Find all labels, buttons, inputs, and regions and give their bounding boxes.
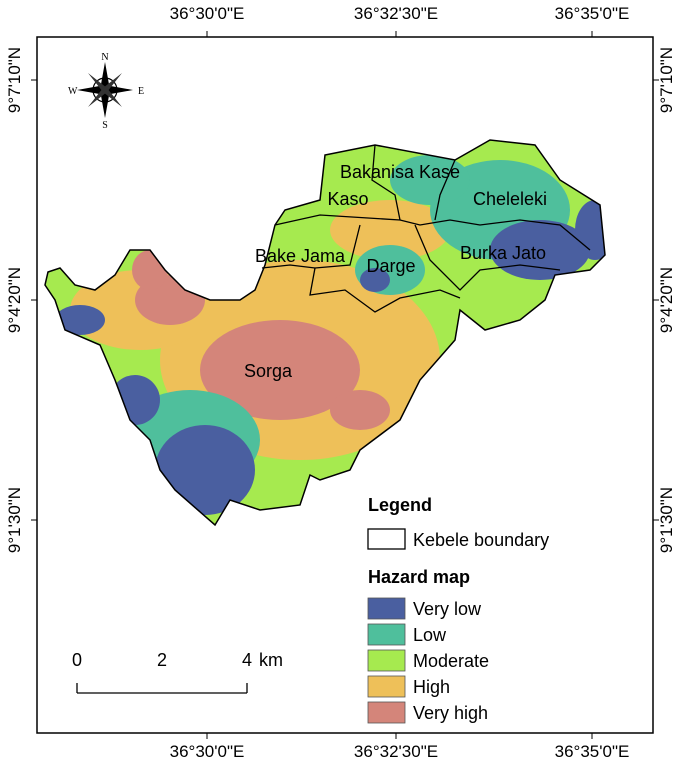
coord-bottom: 36°35'0"E (555, 742, 630, 761)
hazard-patch (155, 425, 255, 515)
kebele-label: Cheleleki (473, 189, 547, 209)
kebele-label: Bake Jama (255, 246, 346, 266)
scale-unit: km (259, 650, 283, 670)
kebele-label: Darge (366, 256, 415, 276)
coord-right: 9°1'30"N (657, 487, 676, 553)
legend-label: High (413, 677, 450, 697)
scale-bar: 0 2 4 km (72, 650, 283, 694)
compass-south: S (102, 120, 108, 131)
coord-top: 36°30'0"E (170, 4, 245, 23)
scale-label: 4 (242, 650, 252, 670)
hazard-title: Hazard map (368, 567, 470, 587)
kebele-label: Kaso (327, 189, 368, 209)
coord-left: 9°7'10"N (5, 47, 24, 113)
kebele-label: Bakanisa Kase (340, 162, 460, 182)
legend-boundary: Kebele boundary (413, 530, 549, 550)
legend-swatch (367, 623, 406, 646)
hazard-patch (330, 390, 390, 430)
hazard-patch (390, 155, 470, 205)
hazard-patch (55, 305, 105, 335)
kebele-label: Sorga (244, 361, 293, 381)
coord-top: 36°32'30"E (354, 4, 438, 23)
kebele-boundaries (261, 144, 591, 313)
legend-swatch (367, 597, 406, 620)
hazard-patch (330, 200, 450, 260)
legend-label: Moderate (413, 651, 489, 671)
legend-label: Very low (413, 599, 482, 619)
kebele-label: Burka Jato (460, 243, 546, 263)
legend-swatch (367, 701, 406, 724)
hazard-patch (200, 320, 360, 420)
legend-swatch (367, 675, 406, 698)
coord-right: 9°4'20"N (657, 267, 676, 333)
coord-bottom: 36°32'30"E (354, 742, 438, 761)
legend-label: Very high (413, 703, 488, 723)
compass (77, 62, 133, 118)
scale-label: 0 (72, 650, 82, 670)
compass-east: E (138, 86, 144, 97)
legend-swatch (367, 649, 406, 672)
coord-top: 36°35'0"E (555, 4, 630, 23)
compass-west: W (68, 86, 78, 97)
coord-left: 9°4'20"N (5, 267, 24, 333)
legend-label: Low (413, 625, 447, 645)
hazard-patch (360, 268, 390, 292)
compass-north: N (101, 52, 108, 63)
coord-bottom: 36°30'0"E (170, 742, 245, 761)
coord-right: 9°7'10"N (657, 47, 676, 113)
coord-left: 9°1'30"N (5, 487, 24, 553)
legend-items: Very low Low Moderate High Very high (367, 597, 489, 724)
legend-title: Legend (368, 495, 432, 515)
boundary-swatch (367, 528, 406, 550)
coordinate-labels: 36°30'0"E 36°32'30"E 36°35'0"E 36°30'0"E 36°… (5, 4, 676, 761)
scale-label: 2 (157, 650, 167, 670)
